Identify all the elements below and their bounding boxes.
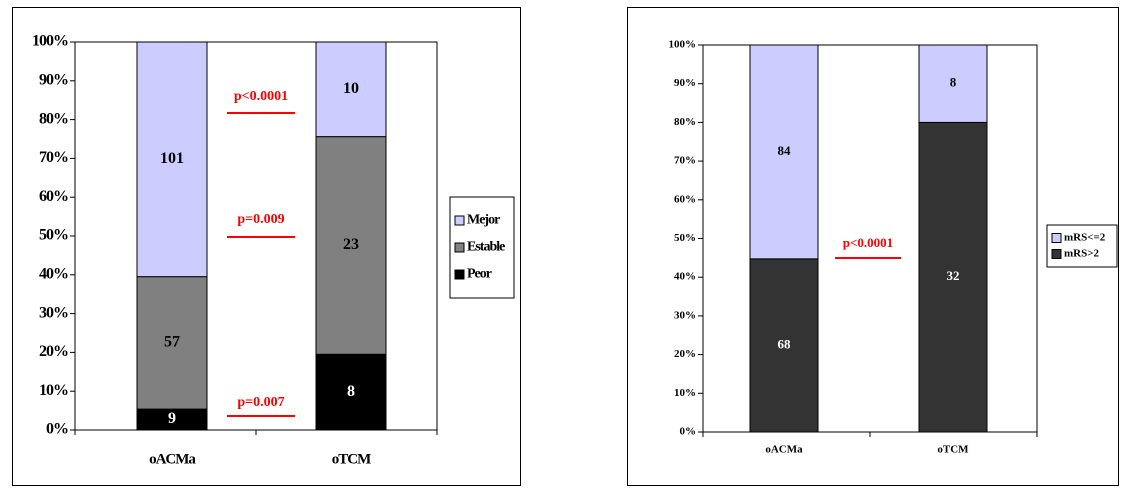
x-tick-label: oACMa <box>765 444 803 456</box>
legend-label: Peor <box>467 267 492 282</box>
bar-segment <box>749 258 819 433</box>
y-tick-label: 30% <box>674 309 696 321</box>
y-tick-label: 0% <box>46 421 68 438</box>
y-tick-label: 20% <box>39 343 68 360</box>
y-tick-label: 0% <box>680 426 697 438</box>
y-tick-label: 50% <box>39 227 68 244</box>
annotation: p=0.009 <box>237 212 284 227</box>
y-tick-label: 70% <box>39 149 68 166</box>
legend-label: mRS<=2 <box>1064 232 1106 244</box>
annotation: p=0.007 <box>237 395 284 410</box>
y-tick-label: 40% <box>39 265 68 282</box>
y-tick-label: 20% <box>674 348 696 360</box>
x-tick-label: oTCM <box>937 444 969 456</box>
bar-segment <box>136 41 208 278</box>
legend-label: Estable <box>467 240 505 255</box>
data-label: 32 <box>947 268 960 283</box>
y-tick-label: 80% <box>674 116 696 128</box>
y-tick-label: 100% <box>32 33 68 50</box>
annotation: p<0.0001 <box>843 235 893 250</box>
bar-segment <box>749 44 819 260</box>
bar-segment <box>315 353 387 431</box>
bar-segment <box>918 121 988 433</box>
legend-label: mRS>2 <box>1064 248 1099 260</box>
y-tick-label: 90% <box>674 77 696 89</box>
y-tick-label: 10% <box>39 382 68 399</box>
bar-segment <box>136 276 208 410</box>
data-label: 68 <box>778 336 792 351</box>
y-tick-label: 40% <box>674 271 696 283</box>
bar-segment <box>315 41 387 138</box>
y-tick-label: 50% <box>674 232 696 244</box>
legend-swatch <box>454 215 465 226</box>
y-tick-label: 30% <box>39 304 68 321</box>
y-tick-label: 60% <box>39 188 68 205</box>
data-label: 57 <box>164 334 180 351</box>
bar-segment <box>918 44 988 123</box>
data-label: 84 <box>778 143 792 158</box>
data-label: 9 <box>168 410 176 427</box>
y-tick-label: 90% <box>39 71 68 88</box>
data-label: 101 <box>160 150 184 167</box>
legend-box <box>1046 224 1118 268</box>
legend-swatch <box>454 242 465 253</box>
data-label: 8 <box>950 75 957 90</box>
x-tick-label: oTCM <box>332 451 371 467</box>
x-tick-label: oACMa <box>149 451 196 467</box>
y-tick-label: 80% <box>39 110 68 127</box>
y-tick-label: 70% <box>674 155 696 167</box>
legend-swatch <box>454 269 465 280</box>
legend-label: Mejor <box>467 213 500 228</box>
legend-swatch <box>1051 249 1062 259</box>
data-label: 8 <box>347 383 355 400</box>
annotation: p<0.0001 <box>234 89 288 104</box>
legend-swatch <box>1051 233 1062 243</box>
y-tick-label: 100% <box>669 39 697 51</box>
y-tick-label: 60% <box>674 193 696 205</box>
data-label: 10 <box>343 80 359 97</box>
data-label: 23 <box>343 236 359 253</box>
y-tick-label: 10% <box>674 387 696 399</box>
